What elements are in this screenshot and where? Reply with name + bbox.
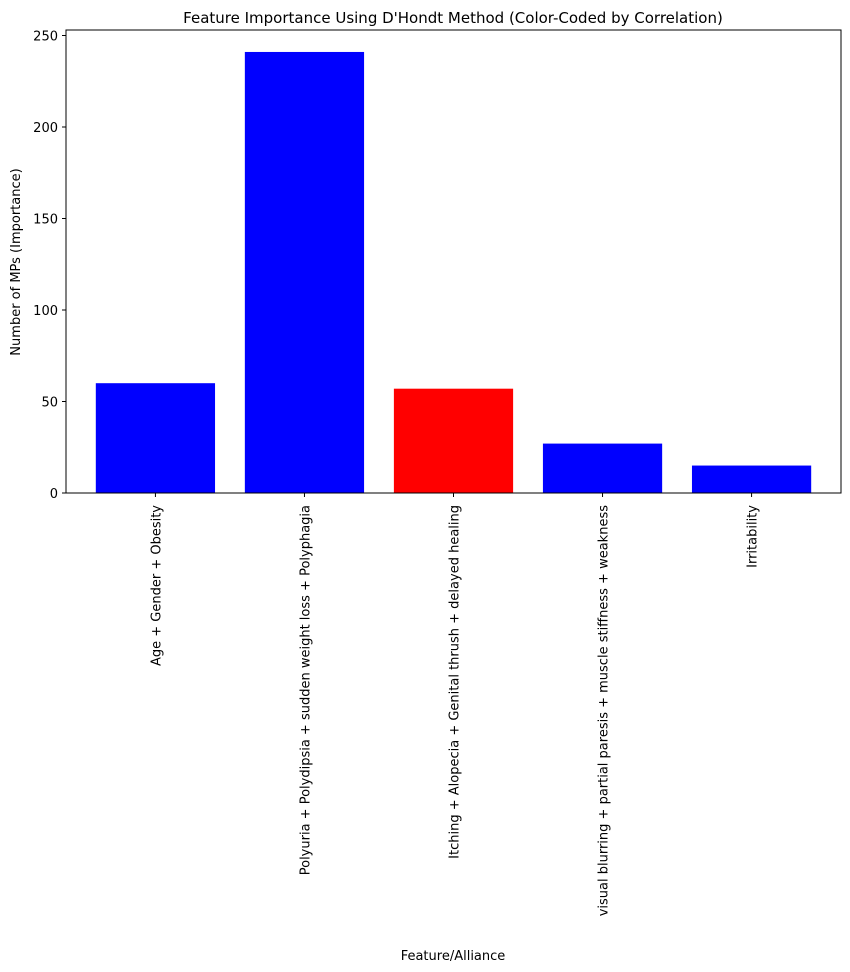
y-tick-label: 0: [50, 487, 58, 502]
x-tick-label: Itching + Alopecia + Genital thrush + de…: [448, 505, 463, 859]
chart-title: Feature Importance Using D'Hondt Method …: [183, 9, 723, 27]
bars-group: [95, 51, 812, 493]
x-tick-label: Polyuria + Polydipsia + sudden weight lo…: [298, 505, 313, 875]
x-axis-ticks: Age + Gender + Obesity Polyuria + Polydip…: [149, 493, 761, 917]
x-tick-label: Age + Gender + Obesity: [149, 505, 164, 666]
x-tick-label: visual blurring + partial paresis + musc…: [597, 505, 612, 917]
x-axis-label: Feature/Alliance: [401, 949, 506, 964]
y-tick-label: 150: [33, 212, 58, 227]
y-tick-label: 50: [41, 395, 58, 410]
bar-2: [393, 388, 514, 493]
bar-4: [691, 465, 812, 493]
bar-1: [244, 51, 365, 493]
y-tick-label: 200: [33, 121, 58, 136]
y-tick-label: 250: [33, 29, 58, 44]
y-tick-label: 100: [33, 304, 58, 319]
x-tick-label: Irritability: [746, 505, 761, 568]
bar-0: [95, 383, 216, 493]
y-axis-ticks: 0 50 100 150 200 250: [33, 29, 66, 502]
plot-frame: [65, 29, 842, 494]
bar-3: [542, 443, 663, 493]
y-axis-label: Number of MPs (Importance): [9, 168, 24, 355]
